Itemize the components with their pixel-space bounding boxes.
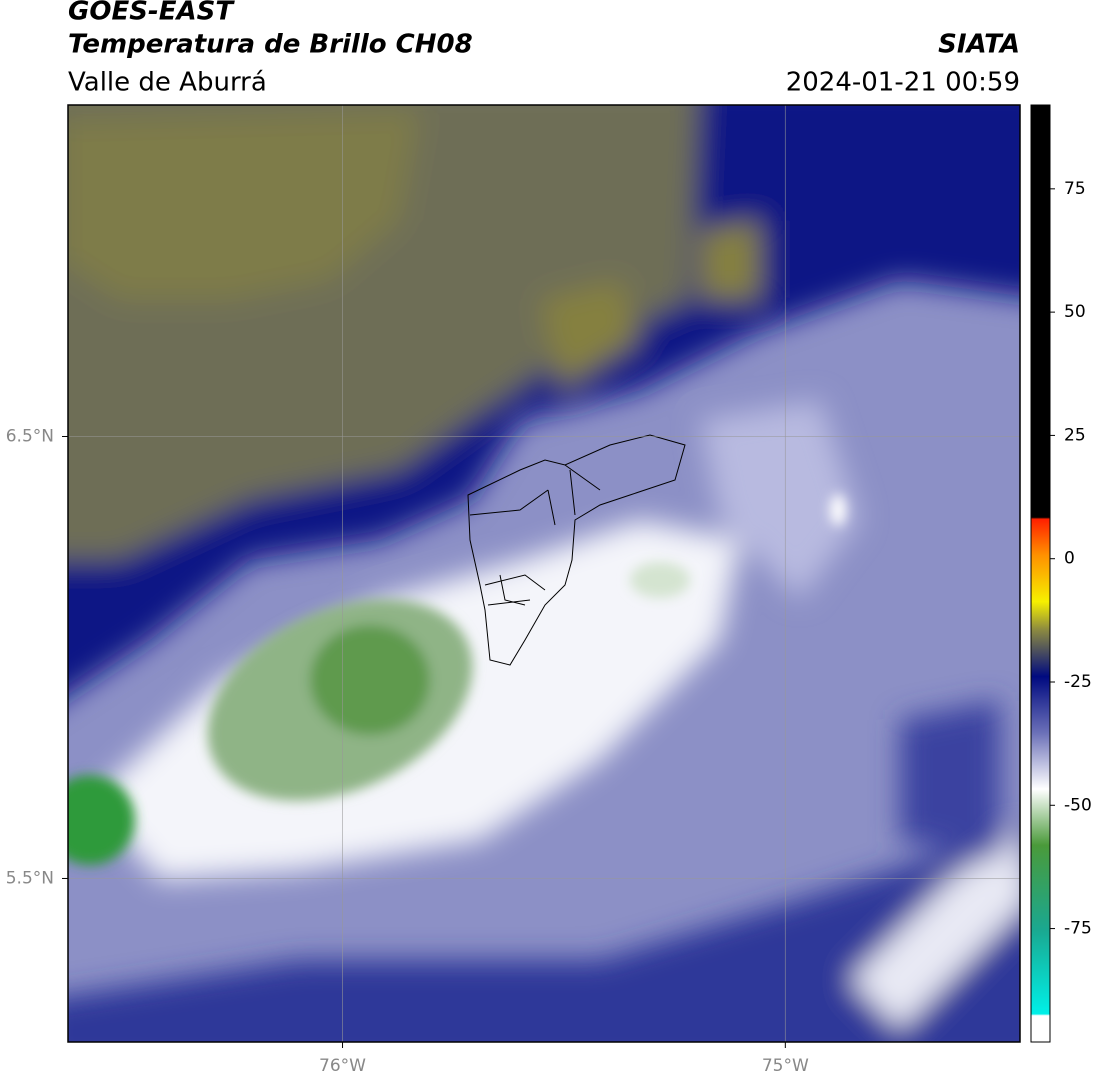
colorbar-tick-label: 25 [1064, 425, 1086, 445]
colorbar-tick-label: 75 [1064, 179, 1086, 199]
x-tick-label: 75°W [762, 1056, 809, 1076]
datetime: 2024-01-21 00:59 [786, 68, 1020, 98]
source: SIATA [938, 30, 1020, 60]
title: GOES-EAST [68, 0, 235, 27]
subtitle: Temperatura de Brillo CH08 [68, 30, 473, 60]
x-tick-label: 76°W [319, 1056, 366, 1076]
valley-outline [467, 434, 686, 666]
colorbar-tick-label: -25 [1064, 672, 1092, 692]
colorbar-tick-label: -50 [1064, 795, 1092, 815]
colorbar-tick-label: 50 [1064, 302, 1086, 322]
colorbar [1030, 104, 1051, 1043]
colorbar-tick-label: -75 [1064, 919, 1092, 939]
y-tick-label: 6.5°N [6, 426, 54, 446]
colorbar-tick-label: 0 [1064, 549, 1075, 569]
map-frame [67, 104, 1021, 1043]
region: Valle de Aburrá [68, 68, 267, 98]
y-tick-label: 5.5°N [6, 868, 54, 888]
satellite-image [68, 105, 1020, 1042]
